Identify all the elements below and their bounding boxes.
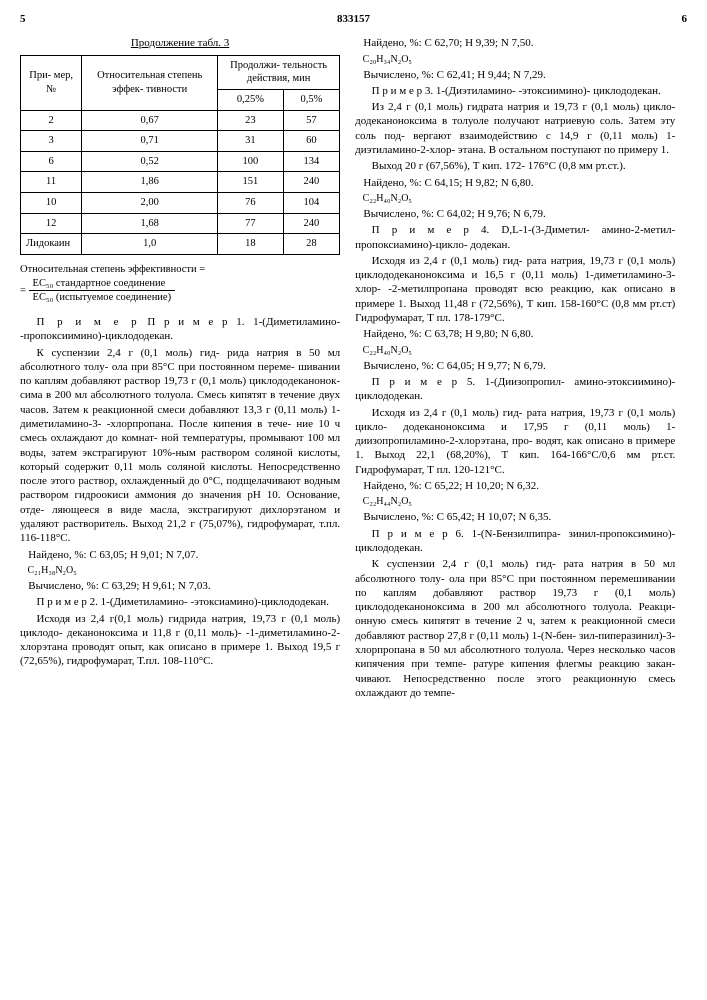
ex6-body: К суспензии 2,4 г (0,1 моль) гид- рата н… [355, 557, 675, 700]
ex5-body: Исходя из 2,4 г (0,1 моль) гид- рата нат… [355, 406, 675, 477]
table-row: 20,672357 [21, 110, 340, 131]
ex2-body: Исходя из 2,4 г(0,1 моль) гидрида натрия… [20, 612, 340, 669]
ex4-calc: Вычислено, %: C 64,05; H 9,77; N 6,79. [355, 359, 675, 373]
table-row: Лидокаин1,01828 [21, 234, 340, 255]
ex4-formula: C₂₂H₄₀N₂O₅ [355, 344, 675, 357]
ex4-found: Найдено, %: C 63,78; H 9,80; N 6,80. [355, 327, 675, 341]
doc-number: 833157 [337, 12, 370, 26]
table-caption: Продолжение табл. 3 [20, 36, 340, 50]
table-row: 121,6877240 [21, 213, 340, 234]
formula-block: Относительная степень эффективности = = … [20, 263, 340, 305]
page-num-left: 5 [20, 12, 26, 26]
ex3-formula: C₂₂H₄₀N₂O₅ [355, 192, 675, 205]
table-row: 30,713160 [21, 131, 340, 152]
ex5-formula: C₂₂H₄₄N₂O₅ [355, 495, 675, 508]
table-row: 102,0076104 [21, 193, 340, 214]
ex3-title: П р и м е р 3. 1-(Диэтиламино- -этоксиим… [355, 84, 675, 98]
r-calc1: Вычислено, %: C 62,41; H 9,44; N 7,29. [355, 68, 675, 82]
left-column: Продолжение табл. 3 При- мер, № Относите… [20, 36, 340, 702]
ex1-found: Найдено, %: C 63,05; H 9,01; N 7,07. [20, 548, 340, 562]
ex3-found: Найдено, %: C 64,15; H 9,82; N 6,80. [355, 176, 675, 190]
ex3-body: Из 2,4 г (0,1 моль) гидрата натрия и 19,… [355, 100, 675, 157]
ex2-title: П р и м е р 2. 1-(Диметиламино- -этоксиа… [20, 595, 340, 609]
efficacy-table: При- мер, № Относительная степень эффек-… [20, 55, 340, 255]
right-column: Найдено, %: C 62,70; H 9,39; N 7,50. C₂₀… [355, 36, 675, 702]
page-header: 5 833157 6 [20, 12, 687, 26]
th-num: При- мер, № [21, 55, 82, 110]
ex5-found: Найдено, %: C 65,22; H 10,20; N 6,32. [355, 479, 675, 493]
ex1-title: П р и м е р П р и м е р 1. 1-(Диметилами… [20, 315, 340, 344]
ex6-title: П р и м е р 6. 1-(N-Бензилпипра- зинил-п… [355, 527, 675, 556]
r-found: Найдено, %: C 62,70; H 9,39; N 7,50. [355, 36, 675, 50]
ex4-title: П р и м е р 4. D,L-1-(3-Диметил- амино-2… [355, 223, 675, 252]
th-eff: Относительная степень эффек- тивности [82, 55, 218, 110]
th-05: 0,5% [283, 89, 340, 110]
table-row: 60,52100134 [21, 151, 340, 172]
ex5-title: П р и м е р 5. 1-(Диизопропил- амино-это… [355, 375, 675, 404]
ex3-yield: Выход 20 г (67,56%), Т кип. 172- 176°C (… [355, 159, 675, 173]
th-dur: Продолжи- тельность действия, мин [218, 55, 340, 89]
page-num-right: 6 [682, 12, 688, 26]
ex4-body: Исходя из 2,4 г (0,1 моль) гид- рата нат… [355, 254, 675, 325]
th-025: 0,25% [218, 89, 284, 110]
ex1-body: К суспензии 2,4 г (0,1 моль) гид- рида н… [20, 346, 340, 546]
ex1-calc: Вычислено, %: C 63,29; H 9,61; N 7,03. [20, 579, 340, 593]
ex1-formula: C₂₁H₃₈N₂O₅ [20, 564, 340, 577]
ex3-calc: Вычислено, %: C 64,02; H 9,76; N 6,79. [355, 207, 675, 221]
r-form1: C₂₀H₃₄N₂O₅ [355, 53, 675, 66]
table-row: 111,86151240 [21, 172, 340, 193]
ex5-calc: Вычислено, %: C 65,42; H 10,07; N 6,35. [355, 510, 675, 524]
